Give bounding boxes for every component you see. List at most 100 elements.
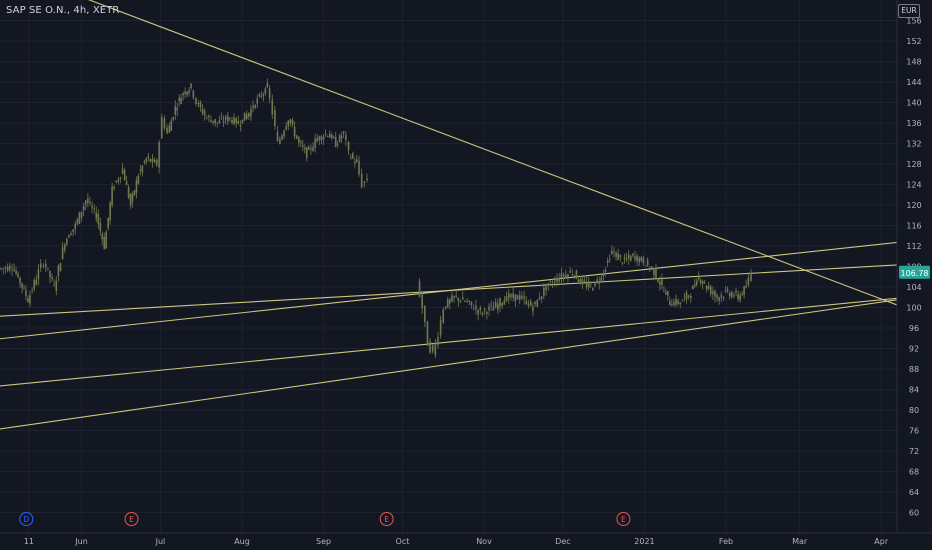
candle-body [421,294,423,309]
time-tick-label: Aug [234,537,250,546]
price-tick-label: 104 [906,283,921,292]
candle-body [648,267,651,269]
candle-body [281,135,283,140]
candle-body [224,116,227,120]
candle-body [199,102,202,108]
candle-body [312,146,314,151]
candle-body [673,301,675,306]
candle-body [444,306,447,309]
candle-body [131,193,134,202]
candle-body [271,99,274,115]
candle-body [95,212,98,219]
candle-body [470,301,473,305]
candle-body [479,307,482,310]
candle-body [72,229,74,232]
candle-body [347,142,350,151]
candle-body [103,237,106,249]
candle-body [285,126,287,130]
candle-body [316,138,319,142]
event-marker-circle [379,512,394,526]
candle-body [304,148,306,150]
candle-body [459,301,462,302]
candle-body [575,270,578,279]
candle-body [707,285,710,290]
candle-body [446,299,449,308]
candle-body [587,281,590,288]
candle-body [689,295,692,299]
candle-body [461,297,464,300]
candle-body [685,292,688,300]
candle-body [47,267,49,269]
candle-body [503,300,506,305]
candle-body [119,177,122,179]
candle-body [227,115,229,122]
candle-body [260,95,263,97]
candle-body [501,302,504,306]
candle-body [731,292,733,298]
candle-body [151,158,154,162]
price-tick-label: 80 [909,406,919,415]
candle-body [318,136,321,141]
candle-body [623,257,626,260]
candle-body [499,298,501,307]
price-tick-label: 60 [909,509,919,518]
candle-body [716,295,718,299]
candle-body [426,321,429,347]
symbol-title[interactable]: SAP SE O.N., 4h, XETR [6,5,120,16]
candle-body [237,120,240,124]
candle-body [27,298,29,303]
candle-body [91,206,93,208]
candle-body [178,97,181,101]
candle-body [231,119,233,124]
candle-body [627,254,630,259]
candle-body [160,116,163,139]
candle-body [472,308,475,310]
currency-badge[interactable]: EUR [898,4,920,18]
candle-body [218,120,221,124]
candle-body [233,117,235,124]
candle-body [667,290,669,296]
candle-body [590,284,592,286]
candle-body [442,309,445,323]
trendlines[interactable] [0,0,898,430]
candle-body [567,274,569,278]
candles [0,78,752,359]
candle-body [671,304,673,307]
candle-body [353,161,356,164]
candle-body [549,281,552,283]
candle-body [551,283,554,285]
candle-body [451,295,453,302]
candle-body [287,120,290,127]
last-price-text: 106.78 [901,269,929,278]
candle-body [214,119,216,124]
candle-body [279,138,281,144]
candle-body [235,118,238,124]
candle-body [107,217,109,229]
event-marker-label: E [384,515,389,524]
candle-body [525,300,528,305]
candle-body [615,252,617,257]
candle-body [663,290,665,292]
candle-body [170,120,173,131]
candle-body [74,223,77,229]
candle-body [644,265,647,267]
trendline [88,0,898,306]
candle-body [35,279,38,285]
event-marker-label: E [129,515,134,524]
candle-body [147,156,150,158]
candle-body [121,168,124,174]
candle-body [529,300,532,307]
candle-body [332,137,335,138]
candle-body [468,300,471,302]
candle-body [61,247,64,260]
candle-body [718,297,720,301]
time-axis[interactable]: 11 Jun Jul Aug Sep Oct Nov Dec 2021 Feb Mar Apr [24,537,889,546]
candle-body [310,148,312,150]
event-marker-label: D [23,515,29,524]
candle-body [581,279,584,285]
candle-body [222,120,225,123]
last-price-label: 106.78 [899,265,930,279]
candle-body [137,175,140,184]
